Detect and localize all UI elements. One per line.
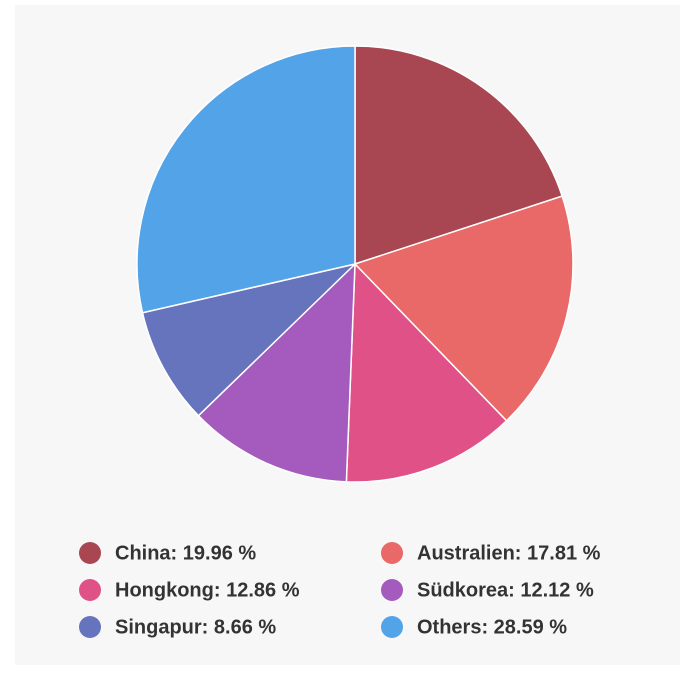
legend-swatch: [79, 579, 101, 601]
pie-slice: [354, 45, 564, 266]
legend-label: Südkorea: 12.12 %: [417, 579, 594, 601]
legend-label: Others: 28.59 %: [417, 616, 567, 638]
legend-label: Australien: 17.81 %: [417, 542, 601, 564]
legend-swatch: [79, 542, 101, 564]
pie-slice: [345, 262, 508, 483]
legend-label: China: 19.96 %: [115, 542, 256, 564]
legend-swatch: [79, 616, 101, 638]
legend-label: Hongkong: 12.86 %: [115, 579, 300, 601]
legend-label: Singapur: 8.66 %: [115, 616, 276, 638]
pie-slice: [141, 262, 358, 417]
legend-swatch: [381, 579, 403, 601]
pie-slice: [197, 262, 356, 483]
pie-slice: [136, 45, 356, 314]
legend-swatch: [381, 616, 403, 638]
pie-slice: [353, 195, 574, 422]
legend-swatch: [381, 542, 403, 564]
